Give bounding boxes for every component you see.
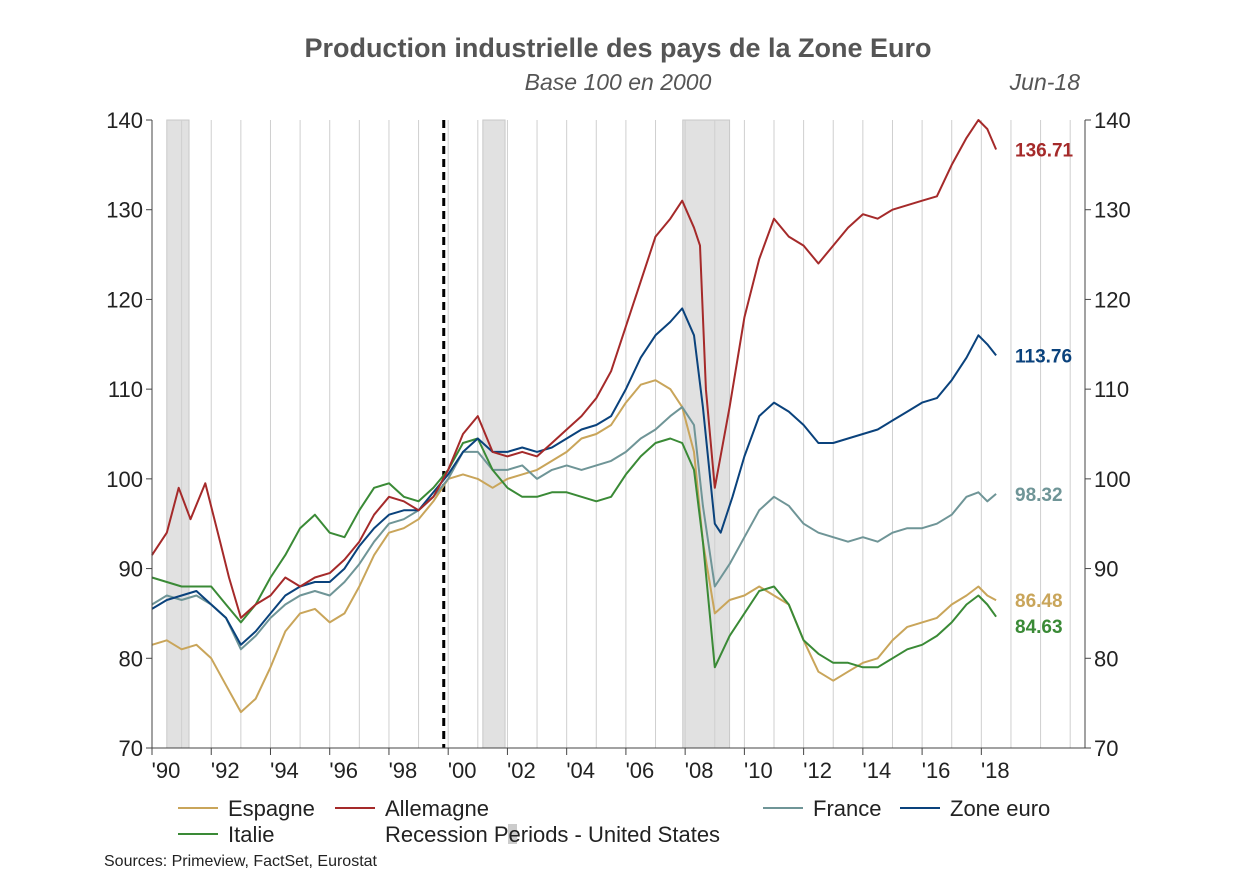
y-tick-label-right: 70 [1094, 736, 1118, 761]
source-note: Sources: Primeview, FactSet, Eurostat [104, 853, 378, 870]
y-tick-label-left: 100 [106, 467, 143, 492]
end-label-zone-euro: 113.76 [1015, 346, 1072, 367]
y-tick-label-right: 120 [1094, 287, 1131, 312]
y-tick-label-left: 130 [106, 198, 143, 223]
legend-label: Espagne [228, 796, 315, 821]
series-lines [151, 119, 998, 714]
y-axis-right-ticks: 70 80 90 100 110 120 130 140 [1085, 108, 1131, 761]
chart-subtitle: Base 100 en 2000 [525, 69, 712, 95]
x-tick-label: '92 [211, 758, 240, 783]
chart-date-label: Jun-18 [1009, 69, 1081, 95]
x-tick-label: '98 [389, 758, 418, 783]
x-tick-label: '12 [803, 758, 832, 783]
recession-band-0 [166, 119, 190, 749]
y-tick-label-left: 80 [119, 646, 143, 671]
y-tick-label-right: 110 [1094, 377, 1129, 402]
y-tick-label-right: 100 [1094, 467, 1131, 492]
end-value-labels: 136.71 113.76 98.32 86.48 84.63 [1015, 141, 1074, 639]
y-tick-label-left: 120 [106, 287, 143, 312]
x-tick-label: '04 [566, 758, 595, 783]
x-tick-label: '18 [981, 758, 1010, 783]
series-line-italie [151, 437, 997, 669]
series-line-france [151, 406, 997, 651]
y-tick-label-left: 90 [119, 557, 143, 582]
end-label-espagne: 86.48 [1015, 591, 1063, 612]
axes [151, 120, 1086, 749]
x-tick-label: '90 [152, 758, 181, 783]
x-tick-label: '06 [626, 758, 655, 783]
x-tick-label: '08 [685, 758, 714, 783]
x-tick-label: '16 [922, 758, 951, 783]
x-tick-label: '02 [507, 758, 536, 783]
x-tick-label: '00 [448, 758, 477, 783]
y-tick-label-right: 90 [1094, 557, 1118, 582]
x-tick-label: '94 [270, 758, 299, 783]
end-label-italie: 84.63 [1015, 617, 1063, 638]
y-tick-label-left: 140 [106, 108, 143, 133]
legend-item-allemagne: Allemagne [335, 796, 489, 821]
legend-item-france: France [763, 796, 881, 821]
legend-item-italie: Italie [178, 822, 274, 847]
series-line-allemagne [151, 119, 998, 619]
y-tick-label-right: 80 [1094, 646, 1118, 671]
x-tick-label: '96 [329, 758, 358, 783]
year-gridlines [151, 120, 1071, 748]
legend-item-zone-euro: Zone euro [900, 796, 1050, 821]
legend-label: Zone euro [950, 796, 1050, 821]
legend: Espagne Allemagne France Zone euro Italie Rec… [178, 796, 1050, 847]
end-label-allemagne: 136.71 [1015, 141, 1074, 162]
chart-title: Production industrielle des pays de la Z… [304, 33, 931, 63]
x-axis-ticks: '90 '92 '94 '96 '98 '00 '02 '04 '06 '08 '10 '12 '14 '… [151, 748, 1010, 783]
y-tick-label-right: 130 [1094, 198, 1131, 223]
x-tick-label: '10 [744, 758, 773, 783]
legend-label: France [813, 796, 881, 821]
legend-item-recession-periods-united-states: Recession Periods - United States [385, 822, 720, 847]
x-tick-label: '14 [863, 758, 892, 783]
y-tick-label-left: 110 [108, 377, 143, 402]
recession-bands [166, 119, 731, 749]
plot-area: 70 80 90 100 110 120 130 140 70 80 90 100 110 120 130… [106, 108, 1130, 783]
legend-label: Italie [228, 822, 274, 847]
y-tick-label-right: 140 [1094, 108, 1131, 133]
series-line-espagne [151, 379, 997, 714]
y-tick-label-left: 70 [119, 736, 143, 761]
legend-swatch [508, 824, 517, 844]
series-line-zone-euro [151, 307, 997, 646]
legend-label: Recession Periods - United States [385, 822, 720, 847]
legend-item-espagne: Espagne [178, 796, 315, 821]
y-axis-left-ticks: 70 80 90 100 110 120 130 140 [106, 108, 152, 761]
legend-label: Allemagne [385, 796, 489, 821]
end-label-france: 98.32 [1015, 485, 1063, 506]
